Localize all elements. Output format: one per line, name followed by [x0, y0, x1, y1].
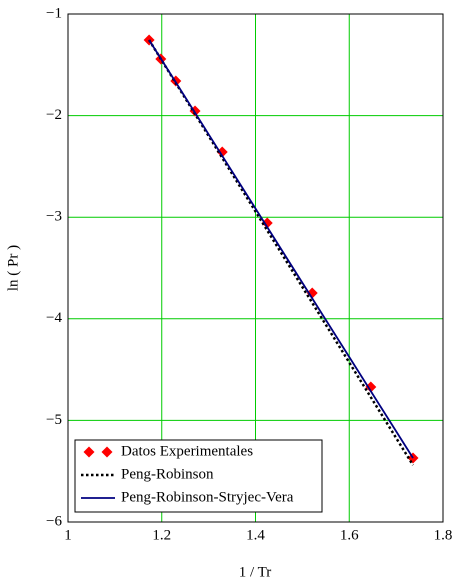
series-line: [148, 39, 414, 459]
plot-border: [67, 13, 444, 523]
y-axis-label: ln ( Pr ): [5, 245, 21, 291]
x-axis-label: 1 / Tr: [239, 564, 272, 580]
y-tick-label: −2: [46, 107, 62, 123]
y-tick-label: −5: [46, 412, 62, 428]
data-point: [306, 287, 318, 299]
legend-marker: [101, 446, 113, 458]
x-tick-label: 1.2: [152, 527, 171, 543]
y-tick-label: −4: [46, 310, 62, 326]
x-tick-label: 1.4: [246, 527, 265, 543]
legend-label: Datos Experimentales: [121, 443, 253, 459]
legend-label: Peng-Robinson-Stryjec-Vera: [121, 489, 294, 505]
data-point: [261, 217, 273, 229]
x-tick-label: 1: [64, 527, 72, 543]
y-tick-label: −3: [46, 209, 62, 225]
data-point: [365, 381, 377, 393]
legend-label: Peng-Robinson: [121, 466, 214, 482]
legend-box: [74, 439, 323, 513]
x-tick-label: 1.6: [340, 527, 359, 543]
legend-marker: [83, 446, 95, 458]
y-tick-label: −1: [46, 5, 62, 21]
y-tick-label: −6: [46, 513, 62, 529]
x-tick-label: 1.8: [434, 527, 453, 543]
data-point: [216, 146, 228, 158]
